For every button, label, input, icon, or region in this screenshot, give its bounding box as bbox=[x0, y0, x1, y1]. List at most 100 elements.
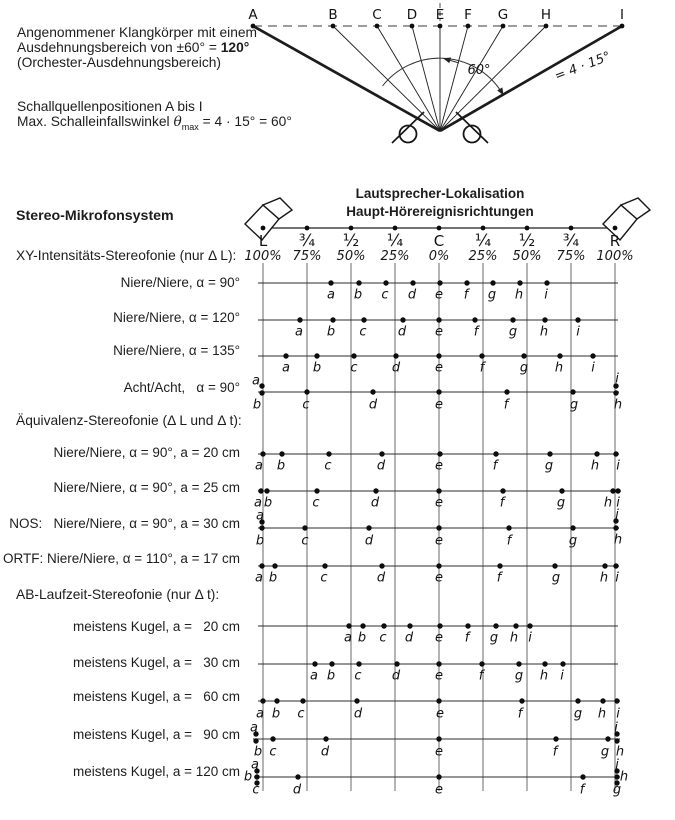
localization-dot bbox=[260, 451, 266, 457]
localization-dot bbox=[553, 736, 559, 742]
localization-letter: c bbox=[359, 325, 366, 340]
localization-letter: e bbox=[435, 534, 443, 549]
source-label: I bbox=[620, 7, 624, 23]
source-dot bbox=[619, 23, 625, 29]
source-label: C bbox=[372, 7, 381, 23]
localization-dot bbox=[504, 389, 510, 395]
localization-dot bbox=[394, 661, 400, 667]
intro-line-1: Angenommener Klangkörper mit einem bbox=[17, 25, 258, 40]
tick-percent-label: 25% bbox=[469, 249, 498, 264]
localization-dot bbox=[381, 623, 387, 629]
localization-letter: h bbox=[591, 459, 599, 474]
localization-letter: g bbox=[601, 745, 609, 760]
localization-letter: i bbox=[560, 669, 564, 684]
tick-fraction-label: C bbox=[434, 232, 444, 250]
tick-dot bbox=[568, 225, 574, 231]
localization-letter: c bbox=[354, 669, 361, 684]
localization-letter: d bbox=[398, 325, 407, 340]
localization-letter: c bbox=[350, 361, 357, 376]
localization-dot bbox=[490, 280, 496, 286]
localization-dot bbox=[605, 736, 611, 742]
tick-fraction-label: ¾ bbox=[299, 231, 315, 251]
localization-letter: h bbox=[620, 770, 628, 785]
localization-dot bbox=[575, 317, 581, 323]
source-dot bbox=[409, 23, 415, 29]
localization-letter: f bbox=[518, 707, 525, 722]
localization-letter: g bbox=[557, 496, 565, 511]
localization-letter: b bbox=[272, 707, 280, 722]
localization-dot bbox=[547, 451, 553, 457]
tick-fraction-label: ¾ bbox=[563, 231, 579, 251]
localization-dot bbox=[393, 353, 399, 359]
localization-letter: h bbox=[510, 631, 518, 646]
localization-dot bbox=[437, 623, 443, 629]
localization-dot bbox=[497, 563, 503, 569]
localization-letter: f bbox=[497, 571, 504, 586]
localization-letter: b bbox=[264, 496, 272, 511]
localization-letter: g bbox=[520, 361, 528, 376]
localization-dot bbox=[370, 389, 376, 395]
localization-dot bbox=[613, 518, 619, 524]
localization-dot bbox=[297, 317, 303, 323]
localization-dot bbox=[258, 488, 264, 494]
localization-letter: h bbox=[555, 361, 563, 376]
localization-letter: e bbox=[435, 631, 443, 646]
tick-fraction-label: ½ bbox=[519, 231, 535, 251]
localization-dot bbox=[559, 488, 565, 494]
localization-dot bbox=[479, 661, 485, 667]
localization-letter: b bbox=[358, 631, 366, 646]
localization-letter: b bbox=[354, 288, 362, 303]
localization-letter: e bbox=[435, 783, 443, 798]
fan-ray bbox=[411, 25, 441, 132]
localization-letter: f bbox=[504, 398, 511, 413]
localization-dot bbox=[351, 353, 357, 359]
tick-dot bbox=[480, 225, 486, 231]
localization-dot bbox=[600, 698, 606, 704]
localization-dot bbox=[516, 661, 522, 667]
localization-letter: f bbox=[553, 745, 560, 760]
localization-letter: e bbox=[435, 288, 443, 303]
localization-dot bbox=[542, 661, 548, 667]
localization-letter: i bbox=[614, 721, 618, 736]
localization-letter: d bbox=[377, 459, 386, 474]
localization-letter: g bbox=[570, 398, 578, 413]
localization-dot bbox=[570, 389, 576, 395]
localization-dot bbox=[436, 661, 442, 667]
source-dot bbox=[374, 23, 380, 29]
localization-letter: g bbox=[488, 288, 496, 303]
row-label: meistens Kugel, a = 30 cm bbox=[73, 655, 240, 670]
localization-letter: h bbox=[515, 288, 523, 303]
source-dot bbox=[437, 23, 443, 29]
localization-letter: a bbox=[254, 496, 262, 511]
chart-title: Lautsprecher-Lokalisation bbox=[355, 186, 525, 201]
localization-dot bbox=[614, 698, 620, 704]
section-label-aequivalenz: Äquivalenz-Stereofonie (Δ L und Δ t): bbox=[16, 413, 242, 428]
localization-letter: c bbox=[379, 631, 386, 646]
localization-dot bbox=[557, 353, 563, 359]
fan-ray bbox=[252, 24, 441, 133]
localization-dot bbox=[542, 317, 548, 323]
localization-dot bbox=[312, 661, 318, 667]
source-label: E bbox=[436, 7, 445, 23]
localization-dot bbox=[373, 488, 379, 494]
localization-letter: h bbox=[616, 745, 624, 760]
row-label: NOS: Niere/Niere, α = 90°, a = 30 cm bbox=[9, 516, 240, 531]
localization-letter: e bbox=[435, 459, 443, 474]
localization-letter: d bbox=[377, 571, 386, 586]
localization-letter: d bbox=[408, 288, 417, 303]
localization-letter: d bbox=[405, 631, 414, 646]
localization-dot bbox=[272, 563, 278, 569]
localization-dot bbox=[330, 317, 336, 323]
row-label: Niere/Niere, α = 120° bbox=[113, 310, 240, 325]
localization-letter: a bbox=[251, 758, 259, 773]
theta-symbol: θ bbox=[173, 114, 182, 130]
tick-fraction-label: ¼ bbox=[475, 231, 491, 251]
localization-dot bbox=[436, 736, 442, 742]
localization-dot bbox=[436, 698, 442, 704]
tick-fraction-label: R bbox=[610, 232, 620, 250]
tick-fraction-label: ½ bbox=[343, 231, 359, 251]
tick-percent-label: 75% bbox=[293, 249, 322, 264]
localization-dot bbox=[304, 389, 310, 395]
source-label: H bbox=[541, 7, 551, 23]
localization-letter: a bbox=[256, 707, 264, 722]
